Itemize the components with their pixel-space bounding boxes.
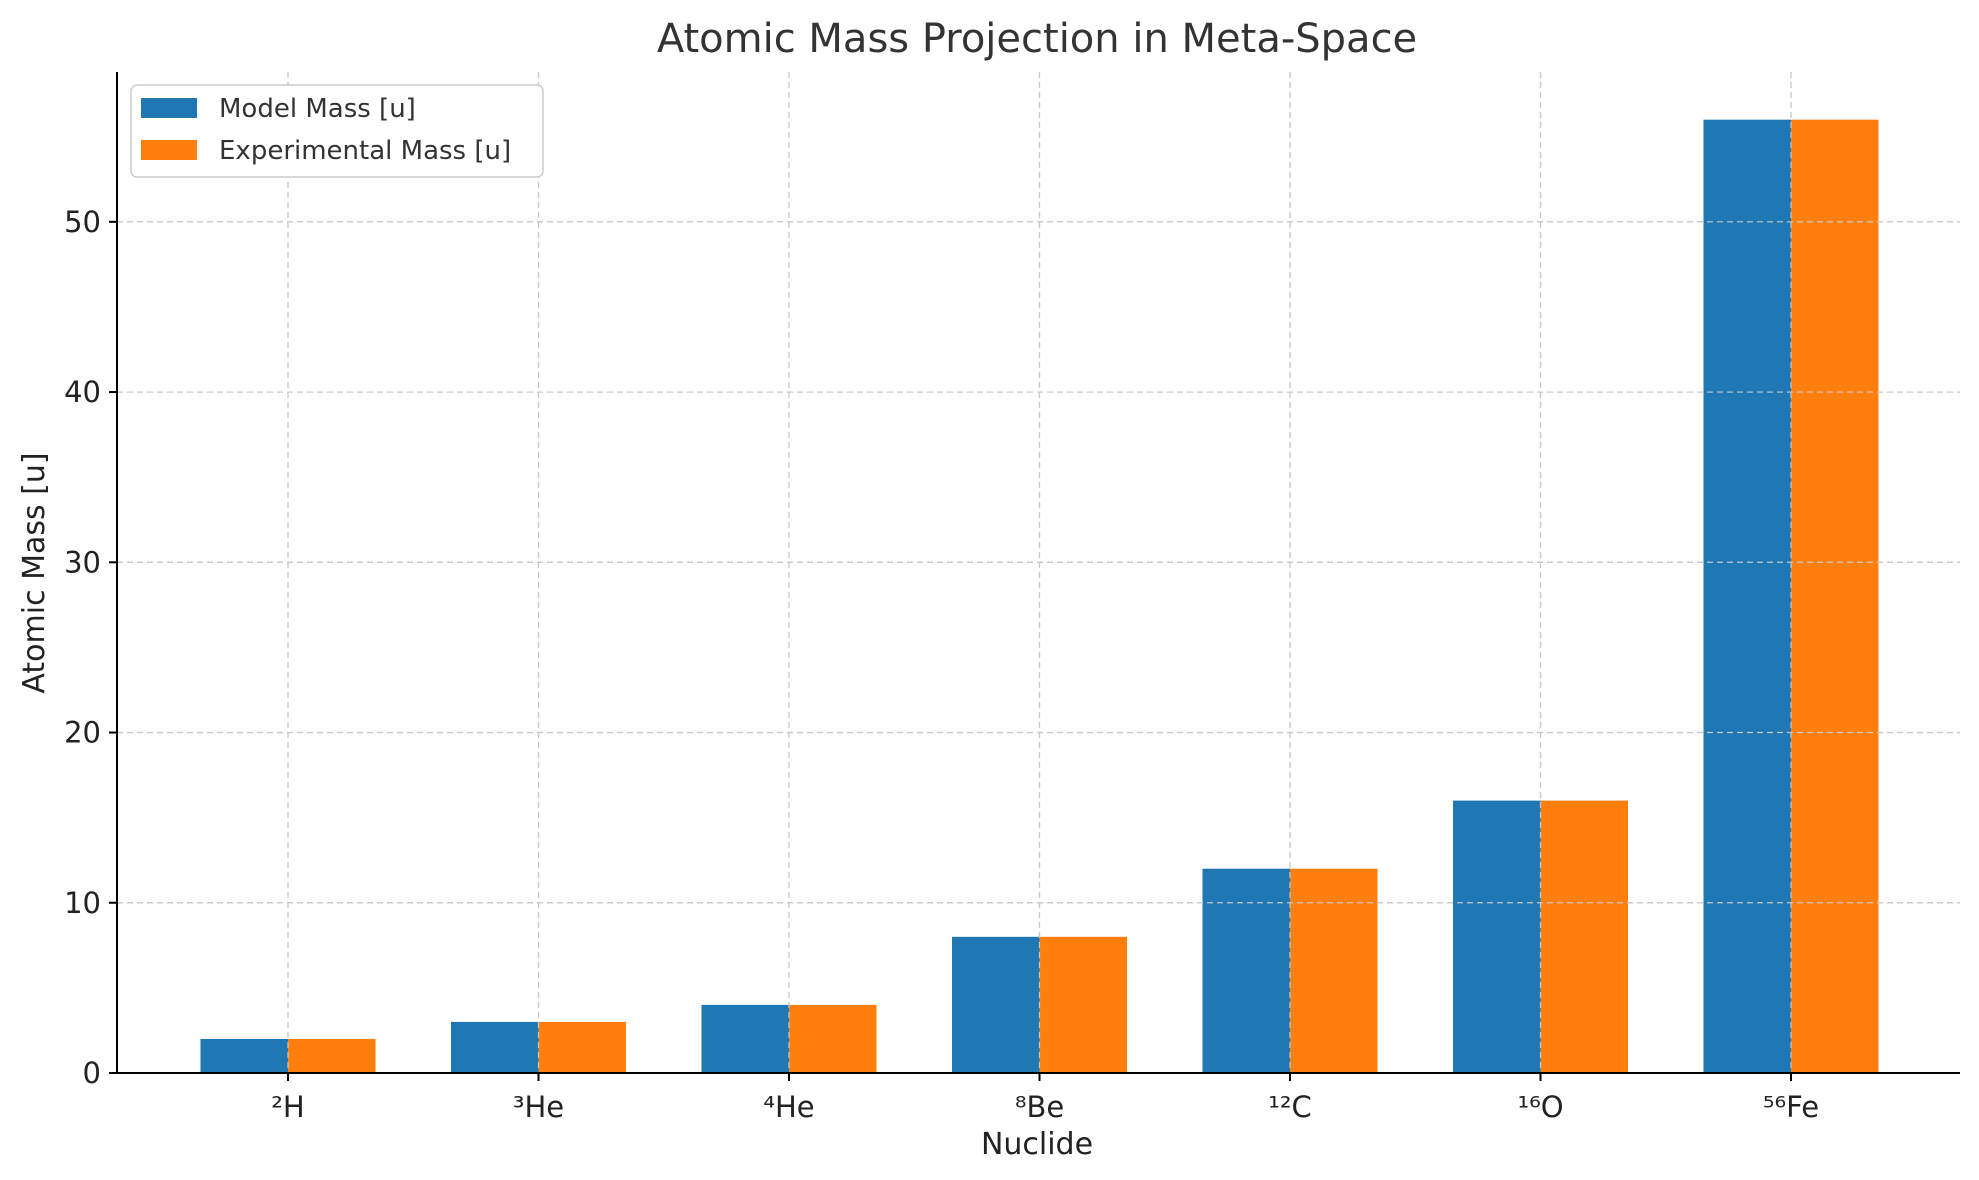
bars <box>117 72 1960 1074</box>
bar-model-3 <box>952 936 1040 1073</box>
y-tick-label-40: 40 <box>64 375 101 409</box>
bar-experimental-2 <box>789 1004 877 1073</box>
bar-experimental-3 <box>1039 936 1127 1073</box>
bar-experimental-4 <box>1290 868 1378 1073</box>
bar-experimental-5 <box>1540 800 1628 1073</box>
bar-experimental-0 <box>288 1038 376 1073</box>
x-tick-label-6: ⁵⁶Fe <box>1763 1090 1819 1124</box>
x-tick-label-4: ¹²C <box>1268 1090 1312 1124</box>
bar-experimental-1 <box>538 1021 626 1073</box>
legend-swatch-model-mass <box>141 98 197 118</box>
bar-model-4 <box>1202 868 1290 1073</box>
bar-model-0 <box>200 1038 288 1073</box>
x-tick-label-0: ²H <box>271 1090 304 1124</box>
y-tick-label-50: 50 <box>64 205 101 239</box>
x-tick-label-3: ⁸Be <box>1015 1090 1064 1124</box>
y-tick-label-30: 30 <box>64 545 101 579</box>
legend-label-experimental-mass: Experimental Mass [u] <box>219 136 511 166</box>
y-tick-label-20: 20 <box>64 716 101 750</box>
x-tick-label-5: ¹⁶O <box>1517 1090 1563 1124</box>
bar-experimental-6 <box>1791 119 1879 1073</box>
x-tick-label-1: ³He <box>513 1090 564 1124</box>
chart-title: Atomic Mass Projection in Meta-Space <box>657 16 1417 62</box>
y-axis-label: Atomic Mass [u] <box>17 452 52 693</box>
bar-model-1 <box>451 1021 539 1073</box>
bar-model-6 <box>1703 119 1791 1073</box>
y-tick-label-0: 0 <box>83 1056 101 1090</box>
legend-frame <box>130 84 544 178</box>
legend: Model Mass [u] Experimental Mass [u] <box>130 84 544 178</box>
y-tick-label-10: 10 <box>64 886 101 920</box>
x-tick-label-2: ⁴He <box>763 1090 814 1124</box>
bar-model-5 <box>1453 800 1541 1073</box>
x-axis-label: Nuclide <box>981 1127 1093 1162</box>
legend-label-model-mass: Model Mass [u] <box>219 94 416 124</box>
legend-swatch-experimental-mass <box>141 140 197 160</box>
tick-labels: 0 10 20 30 40 50 ²H ³He ⁴He ⁸Be ¹²C ¹⁶O ⁵⁶Fe <box>64 205 1819 1124</box>
bar-model-2 <box>701 1004 789 1073</box>
